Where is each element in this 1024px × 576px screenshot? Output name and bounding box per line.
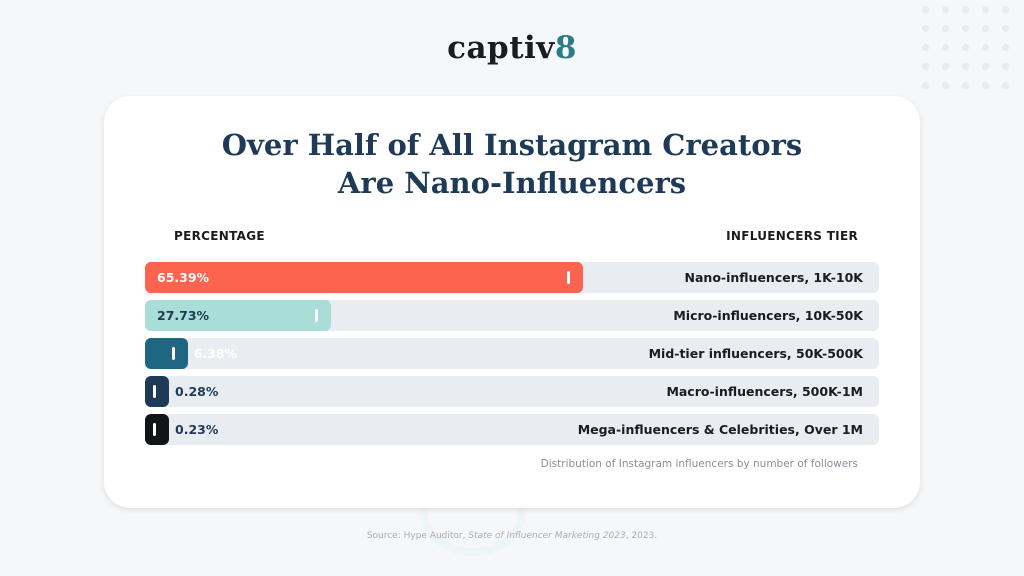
- tier-label: Nano-influencers, 1K-10K: [684, 270, 863, 285]
- bar: [145, 338, 188, 369]
- chart-caption: Distribution of Instagram influencers by…: [540, 458, 858, 470]
- chart-title-line-2: Are Nano-Influencers: [337, 166, 687, 200]
- bar-end-marker: [153, 385, 156, 398]
- percentage-header: PERCENTAGE: [174, 229, 265, 243]
- bar-value-label: 0.23%: [175, 422, 219, 437]
- source-suffix: , 2023.: [625, 531, 658, 541]
- bar-row: 0.23% Mega-influencers & Celebrities, Ove…: [145, 414, 879, 445]
- bar-value-label: 27.73%: [157, 308, 210, 323]
- bar: [145, 414, 169, 445]
- source-note: Source: Hype Auditor, State of Influence…: [0, 531, 1024, 541]
- tier-label: Macro-influencers, 500K-1M: [666, 384, 863, 399]
- captiv8-logo: captiv8: [0, 30, 1024, 66]
- bar: [145, 262, 584, 293]
- source-title: State of Influencer Marketing 2023: [468, 531, 626, 541]
- bar-end-marker: [314, 309, 318, 322]
- bar: [145, 376, 169, 407]
- influencers-tier-header: INFLUENCERS TIER: [726, 229, 858, 243]
- dot-grid-decoration: [922, 6, 1018, 94]
- chart-card: Over Half of All Instagram Creators Are …: [104, 96, 920, 508]
- chart-title-line-1: Over Half of All Instagram Creators: [221, 128, 803, 162]
- bar-row: 6.38% Mid-tier influencers, 50K-500K: [145, 338, 879, 369]
- tier-label: Mid-tier influencers, 50K-500K: [648, 346, 863, 361]
- source-prefix: Source: Hype Auditor,: [366, 531, 469, 541]
- bar-value-label: 65.39%: [157, 270, 210, 285]
- bar-row: 65.39% Nano-influencers, 1K-10K: [145, 262, 879, 293]
- bar-end-marker: [567, 271, 571, 284]
- tier-label: Mega-influencers & Celebrities, Over 1M: [577, 422, 863, 437]
- logo-text: captiv: [447, 30, 555, 66]
- chart-title: Over Half of All Instagram Creators Are …: [104, 126, 920, 202]
- bar-end-marker: [153, 423, 156, 436]
- bar: [145, 300, 331, 331]
- bar-end-marker: [171, 347, 175, 360]
- bar-value-label: 0.28%: [175, 384, 219, 399]
- bar-row: 27.73% Micro-influencers, 10K-50K: [145, 300, 879, 331]
- logo-suffix: 8: [554, 30, 577, 66]
- tier-label: Micro-influencers, 10K-50K: [673, 308, 863, 323]
- bar-value-label: 6.38%: [193, 346, 238, 361]
- bar-row: 0.28% Macro-influencers, 500K-1M: [145, 376, 879, 407]
